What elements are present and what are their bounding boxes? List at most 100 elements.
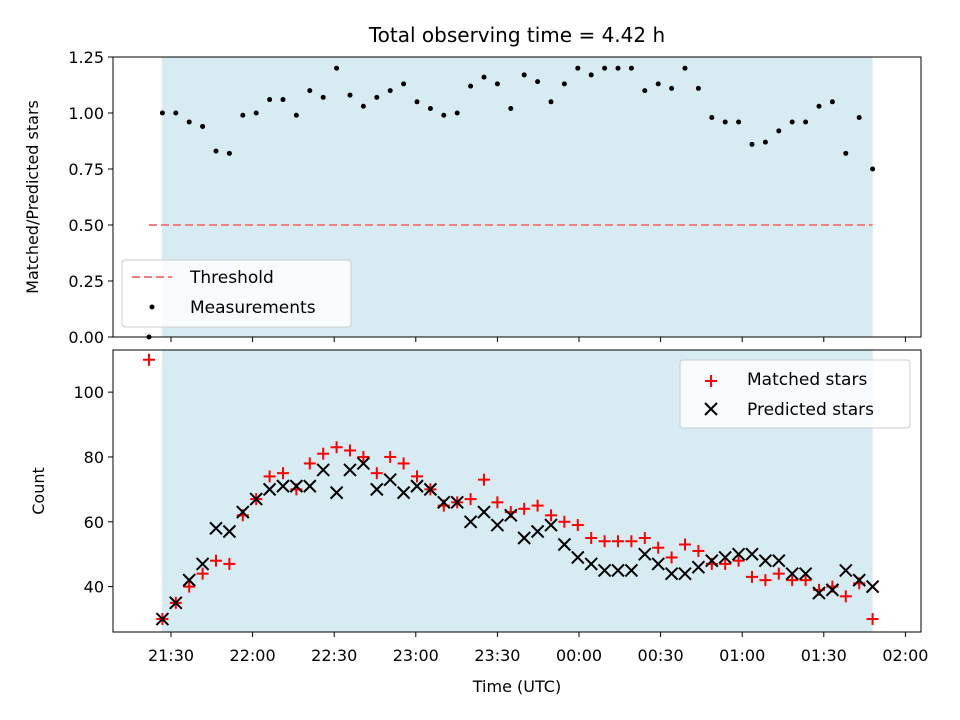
predicted-star-point xyxy=(852,573,866,587)
matched-star-point xyxy=(638,532,651,544)
predicted-star-point xyxy=(343,463,357,477)
x-tick-label: 02:00 xyxy=(882,646,928,665)
predicted-star-point xyxy=(772,553,786,568)
predicted-star-point xyxy=(651,557,665,571)
measurement-point xyxy=(320,94,326,100)
matched-star-point xyxy=(143,353,155,366)
measurement-point xyxy=(669,85,675,91)
predicted-star-point xyxy=(798,566,813,581)
x-tick-label: 23:30 xyxy=(474,646,520,665)
measurement-point xyxy=(762,139,768,145)
predicted-star-point xyxy=(209,521,223,535)
matched-star-point xyxy=(357,450,370,463)
measurement-point xyxy=(307,88,313,94)
matched-star-point xyxy=(518,502,531,515)
matched-star-point xyxy=(759,574,772,587)
predicted-star-point xyxy=(664,566,679,581)
predicted-star-point xyxy=(249,492,263,506)
measurement-point xyxy=(709,114,715,120)
matched-star-point xyxy=(411,470,423,483)
measurement-point xyxy=(789,119,795,125)
predicted-star-point xyxy=(839,563,853,578)
measurement-point xyxy=(280,97,286,103)
predicted-star-point xyxy=(490,518,505,532)
predicted-star-point xyxy=(705,553,719,568)
predicted-star-point xyxy=(517,531,531,545)
predicted-star-point xyxy=(383,472,397,487)
measurement-point xyxy=(253,110,259,116)
predicted-star-point xyxy=(678,566,692,581)
ratio-axes-frame xyxy=(112,56,922,338)
predicted-star-point xyxy=(557,537,572,552)
measurement-point xyxy=(736,119,742,125)
predicted-star-point xyxy=(329,485,344,500)
ratio-y-tick-label: 0.75 xyxy=(68,160,104,179)
predicted-star-point xyxy=(597,563,612,578)
measurement-point xyxy=(200,123,206,129)
x-tick-label: 22:30 xyxy=(311,646,357,665)
count-y-tick-label: 60 xyxy=(84,513,104,532)
measurement-point xyxy=(267,97,273,103)
matched-star-point xyxy=(625,535,638,548)
measurement-point xyxy=(602,65,608,71)
ratio-y-tick-label: 1.00 xyxy=(68,104,104,123)
matched-star-point xyxy=(558,515,571,528)
predicted-star-point xyxy=(169,596,183,610)
matched-star-point xyxy=(598,535,611,548)
predicted-star-point xyxy=(731,547,746,561)
count-legend: Matched stars Predicted stars xyxy=(679,359,911,429)
measurement-point xyxy=(173,110,179,116)
ratio-y-tick-label: 1.25 xyxy=(68,48,104,67)
matched-star-point xyxy=(531,499,544,512)
count-y-axis-label: Count xyxy=(29,467,48,515)
matched-star-point xyxy=(839,590,852,603)
matched-star-point xyxy=(370,467,383,480)
legend-threshold-label: Threshold xyxy=(189,268,274,288)
measurement-point xyxy=(441,112,447,118)
matched-star-point xyxy=(210,554,222,567)
measurement-point xyxy=(521,72,527,78)
predicted-star-point xyxy=(812,586,826,600)
predicted-star-point xyxy=(276,479,290,493)
x-tick-label: 21:30 xyxy=(148,646,194,665)
ratio-y-tick-label: 0.25 xyxy=(68,272,104,291)
measurement-point xyxy=(293,112,299,118)
predicted-star-point xyxy=(236,505,250,519)
matched-star-point xyxy=(746,570,758,583)
matched-star-point xyxy=(665,551,678,564)
measurement-point xyxy=(414,99,420,105)
measurement-point xyxy=(816,103,822,109)
measurement-point xyxy=(360,103,366,109)
predicted-star-point xyxy=(571,550,585,565)
measurement-point xyxy=(401,81,407,87)
predicted-star-point xyxy=(423,482,438,497)
measurement-point xyxy=(468,83,474,89)
measurement-point xyxy=(387,88,393,94)
x-tick-label: 00:00 xyxy=(556,646,602,665)
measurement-point xyxy=(454,110,460,116)
matched-star-point xyxy=(652,541,665,554)
x-axis-label: Time (UTC) xyxy=(472,677,561,696)
measurement-point xyxy=(508,106,514,112)
ratio-y-axis-label: Matched/Predicted stars xyxy=(23,100,42,294)
matched-star-point xyxy=(545,509,557,522)
measurement-point xyxy=(695,85,701,91)
predicted-star-point xyxy=(356,456,371,471)
predicted-star-point xyxy=(544,518,558,532)
measurement-point xyxy=(427,106,433,112)
predicted-star-point xyxy=(182,573,196,587)
chart-title: Total observing time = 4.42 h xyxy=(368,23,665,47)
matched-star-point xyxy=(223,557,236,570)
matched-star-point xyxy=(317,447,330,460)
measurement-point xyxy=(186,119,192,125)
matched-star-point xyxy=(183,580,196,593)
measurement-point xyxy=(494,81,500,87)
measurement-point xyxy=(575,65,581,71)
ratio-y-tick-label: 0.00 xyxy=(68,328,104,347)
legend-measurements-swatch xyxy=(149,304,155,310)
legend-matched-swatch xyxy=(705,375,717,387)
predicted-star-point xyxy=(745,547,759,561)
x-tick-label: 22:00 xyxy=(230,646,276,665)
measurement-point xyxy=(722,119,728,125)
